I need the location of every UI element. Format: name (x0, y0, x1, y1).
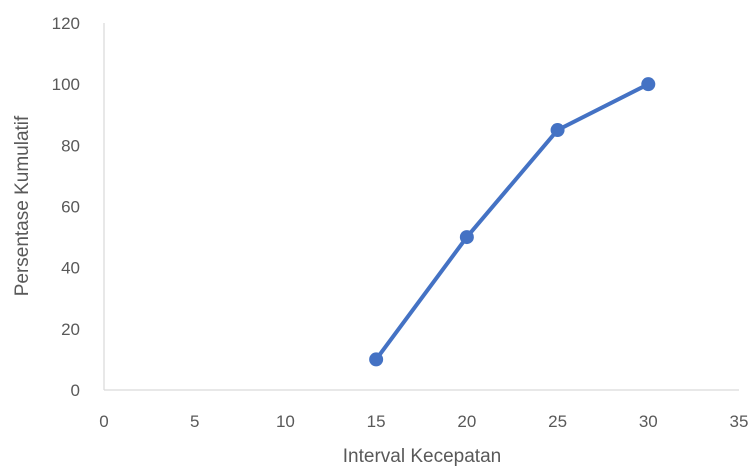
x-axis-title: Interval Kecepatan (343, 446, 501, 467)
y-tick-label: 80 (61, 136, 80, 155)
y-tick-label: 40 (61, 259, 80, 278)
x-tick-label: 10 (276, 412, 295, 431)
y-tick-label: 120 (52, 14, 80, 33)
y-axis-ticks: 0 20 40 60 80 100 120 (52, 14, 80, 400)
x-tick-label: 0 (99, 412, 108, 431)
x-tick-label: 5 (190, 412, 199, 431)
x-tick-label: 15 (367, 412, 386, 431)
series-line (374, 82, 651, 362)
y-axis-title: Persentase Kumulatif (12, 115, 33, 296)
data-point (459, 230, 474, 245)
y-tick-label: 100 (52, 75, 80, 94)
x-tick-label: 25 (548, 412, 567, 431)
y-tick-label: 60 (61, 198, 80, 217)
x-axis-ticks: 0 5 10 15 20 25 30 35 (99, 412, 748, 431)
plot-area (103, 23, 739, 391)
y-tick-label: 0 (71, 381, 80, 400)
data-point (369, 352, 384, 367)
y-tick-label: 20 (61, 320, 80, 339)
data-point (641, 77, 656, 92)
x-tick-label: 30 (639, 412, 658, 431)
series-layer (369, 77, 656, 367)
x-tick-label: 35 (730, 412, 749, 431)
x-tick-label: 20 (457, 412, 476, 431)
data-point (550, 123, 565, 138)
